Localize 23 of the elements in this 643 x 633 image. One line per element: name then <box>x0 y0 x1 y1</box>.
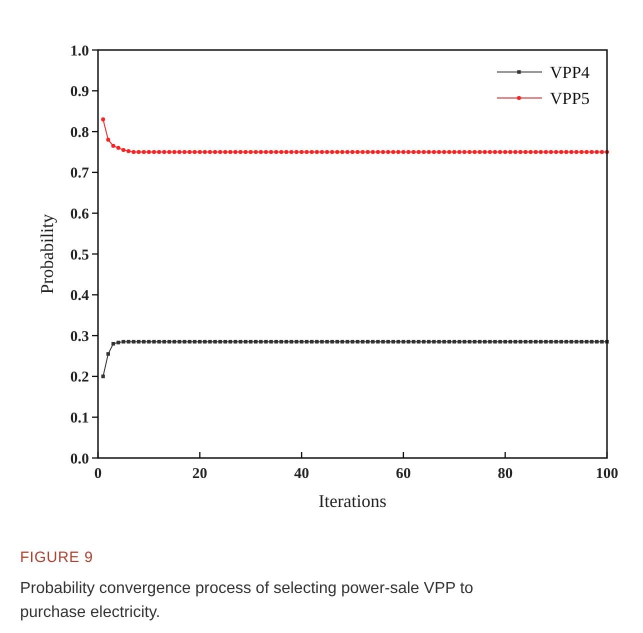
y-tick-label: 1.0 <box>70 43 89 60</box>
y-tick-label: 0.4 <box>70 288 90 304</box>
y-axis-title: Probability <box>37 214 57 294</box>
y-tick-label: 0.8 <box>70 124 89 141</box>
y-tick-label: 0.5 <box>70 247 89 264</box>
legend-label: VPP4 <box>550 62 590 82</box>
x-tick-label: 40 <box>294 466 310 482</box>
y-tick-label: 0.9 <box>70 84 89 100</box>
y-tick-label: 0.2 <box>70 370 89 386</box>
text: Probability convergence process of selecting power-sale VPP to purchase electricity. <box>20 580 474 621</box>
x-axis-title: Iterations <box>318 491 386 511</box>
y-tick-label: 0.1 <box>70 410 89 426</box>
x-tick-label: 20 <box>192 466 208 482</box>
y-tick-label: 0.6 <box>70 206 90 222</box>
caption: FIGURE 9 <box>20 549 94 566</box>
legend-label: VPP5 <box>550 88 590 108</box>
x-tick-label: 60 <box>396 466 411 482</box>
x-tick-label: 0 <box>94 466 102 482</box>
y-tick-label: 0.3 <box>70 328 89 345</box>
x-tick-label: 100 <box>596 466 618 482</box>
y-tick-label: 0.7 <box>70 166 90 182</box>
y-tick-label: 0.0 <box>70 451 89 468</box>
x-tick-label: 80 <box>498 466 513 482</box>
